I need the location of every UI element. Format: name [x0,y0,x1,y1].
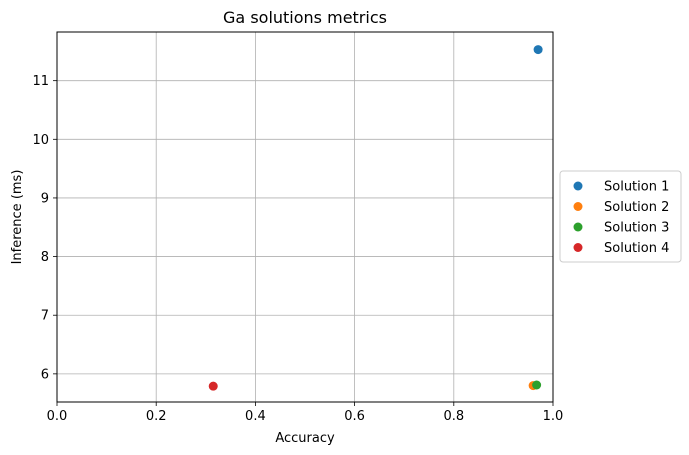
legend-marker [573,181,583,191]
y-tick-label: 11 [32,74,49,89]
data-points [208,45,543,391]
y-axis-ticks: 6 7 8 9 10 11 [32,74,57,382]
plot-frame [56,31,554,403]
legend-label: Solution 2 [604,200,669,215]
legend-box [559,170,682,263]
legend-marker [573,202,583,211]
chart-title: Ga solutions metrics [223,8,387,27]
grid-lines [56,32,554,402]
data-point-solution-3 [532,380,542,390]
legend-marker [573,222,583,232]
x-tick-label: 0.8 [443,409,464,424]
x-tick-label: 1.0 [543,409,564,424]
y-tick-label: 9 [41,191,49,206]
legend-label: Solution 3 [604,221,669,236]
data-point-solution-4 [208,381,218,391]
x-axis-label: Accuracy [275,431,335,446]
y-axis-label: Inference (ms) [10,170,25,265]
x-axis-ticks: 0.0 0.2 0.4 0.6 0.8 1.0 [47,402,564,424]
legend: Solution 1 Solution 2 Solution 3 Solution 4 [559,170,682,263]
x-tick-label: 0.0 [47,409,68,424]
legend-label: Solution 1 [604,180,669,195]
y-tick-label: 10 [32,133,49,148]
x-tick-label: 0.6 [344,409,365,424]
x-tick-label: 0.2 [146,409,167,424]
y-tick-label: 6 [41,367,49,382]
legend-label: Solution 4 [604,241,669,256]
y-tick-label: 7 [41,309,49,324]
legend-marker [573,243,583,252]
data-point-solution-1 [533,45,543,55]
y-tick-label: 8 [41,250,49,265]
x-tick-label: 0.4 [245,409,266,424]
